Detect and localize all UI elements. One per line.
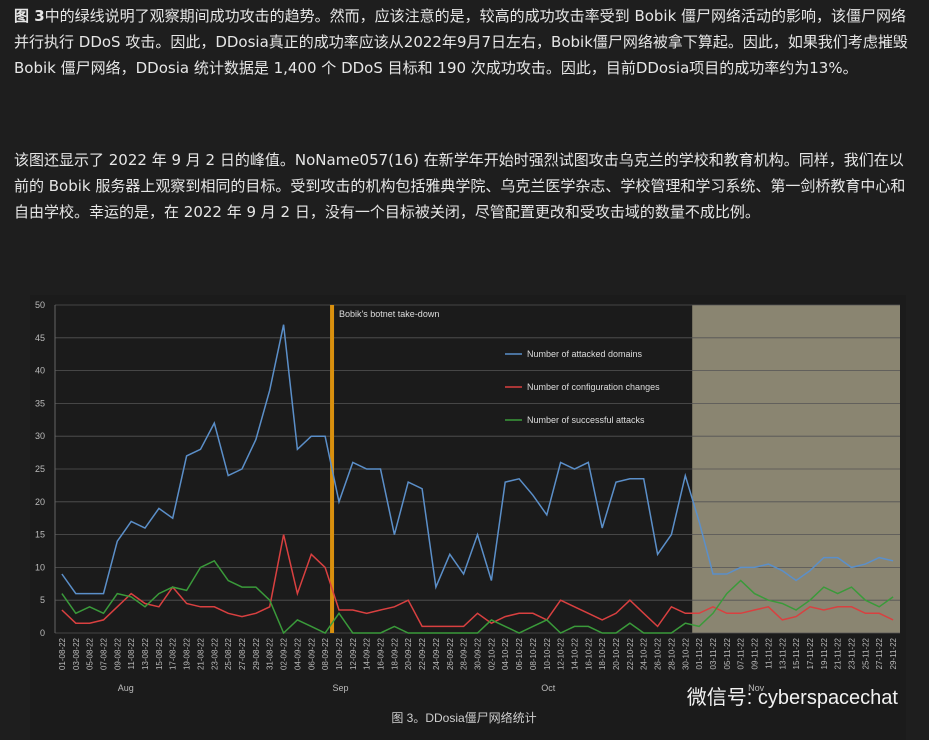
x-tick-label: 11-11-22 <box>764 637 773 668</box>
x-tick-label: 21-08-22 <box>196 637 205 670</box>
y-tick-label: 35 <box>35 398 45 408</box>
x-tick-label: 22-10-22 <box>626 637 635 670</box>
series-line <box>61 559 894 635</box>
x-tick-label: 27-08-22 <box>238 637 247 670</box>
y-tick-label: 40 <box>35 366 45 376</box>
x-tick-label: 13-08-22 <box>141 637 150 670</box>
x-tick-label: 10-10-22 <box>543 637 552 670</box>
x-tick-label: 29-11-22 <box>889 637 898 669</box>
x-tick-label: 28-10-22 <box>667 637 676 670</box>
x-tick-label: 15-08-22 <box>155 637 164 670</box>
x-tick-label: 09-08-22 <box>113 637 122 670</box>
x-tick-label: 26-10-22 <box>654 637 663 670</box>
x-tick-label: 21-11-22 <box>834 637 843 669</box>
legend-label: Number of attacked domains <box>527 349 643 359</box>
x-tick-label: 23-08-22 <box>210 637 219 670</box>
x-tick-label: 20-10-22 <box>612 637 621 670</box>
x-tick-label: 19-11-22 <box>820 637 829 669</box>
month-label: Sep <box>333 683 349 693</box>
x-tick-label: 04-10-22 <box>501 637 510 670</box>
x-tick-label: 26-09-22 <box>446 637 455 670</box>
y-tick-label: 5 <box>40 595 45 605</box>
x-tick-label: 28-09-22 <box>460 637 469 670</box>
x-tick-label: 08-09-22 <box>321 637 330 670</box>
y-tick-label: 15 <box>35 530 45 540</box>
x-tick-label: 22-09-22 <box>418 637 427 670</box>
x-tick-label: 06-10-22 <box>515 637 524 670</box>
x-tick-label: 24-10-22 <box>640 637 649 670</box>
y-tick-label: 25 <box>35 464 45 474</box>
x-tick-label: 07-08-22 <box>99 637 108 670</box>
x-tick-label: 12-09-22 <box>349 637 358 670</box>
x-tick-label: 12-10-22 <box>557 637 566 670</box>
series-line <box>61 534 894 628</box>
x-tick-label: 30-10-22 <box>681 637 690 670</box>
x-tick-label: 17-08-22 <box>169 637 178 670</box>
x-tick-label: 07-11-22 <box>737 637 746 669</box>
x-tick-label: 17-11-22 <box>806 637 815 669</box>
paragraph: 该图还显示了 2022 年 9 月 2 日的峰值。NoName057(16) 在… <box>14 147 910 225</box>
series-line <box>61 324 894 595</box>
watermark: 微信号: cyberspacechat <box>687 686 899 709</box>
month-label: Nov <box>748 683 765 693</box>
x-tick-label: 05-11-22 <box>723 637 732 669</box>
x-tick-label: 18-09-22 <box>390 637 399 670</box>
x-tick-label: 31-08-22 <box>266 637 275 670</box>
x-tick-label: 05-08-22 <box>86 637 95 670</box>
x-tick-label: 14-09-22 <box>363 637 372 670</box>
paragraph-text: 该图还显示了 2022 年 9 月 2 日的峰值。NoName057(16) 在… <box>14 151 906 221</box>
x-tick-label: 29-08-22 <box>252 637 261 670</box>
paragraph: 图 3中的绿线说明了观察期间成功攻击的趋势。然而，应该注意的是，较高的成功攻击率… <box>14 3 910 81</box>
x-tick-label: 16-09-22 <box>377 637 386 670</box>
x-tick-label: 01-08-22 <box>58 637 67 670</box>
x-tick-label: 30-09-22 <box>474 637 483 670</box>
x-tick-label: 14-10-22 <box>570 637 579 670</box>
x-tick-label: 19-08-22 <box>183 637 192 670</box>
x-tick-label: 11-08-22 <box>127 637 136 669</box>
paragraph-text: 中的绿线说明了观察期间成功攻击的趋势。然而，应该注意的是，较高的成功攻击率受到 … <box>14 7 908 77</box>
x-tick-label: 25-11-22 <box>861 637 870 669</box>
x-tick-label: 25-08-22 <box>224 637 233 670</box>
x-tick-label: 13-11-22 <box>778 637 787 669</box>
y-tick-label: 50 <box>35 300 45 310</box>
x-tick-label: 18-10-22 <box>598 637 607 670</box>
x-tick-label: 24-09-22 <box>432 637 441 670</box>
x-tick-label: 27-11-22 <box>875 637 884 669</box>
x-tick-label: 02-09-22 <box>280 637 289 670</box>
legend-label: Number of configuration changes <box>527 382 660 392</box>
x-tick-label: 20-09-22 <box>404 637 413 670</box>
month-label: Aug <box>118 683 134 693</box>
x-tick-label: 02-10-22 <box>487 637 496 670</box>
x-tick-label: 06-09-22 <box>307 637 316 670</box>
legend-label: Number of successful attacks <box>527 415 645 425</box>
takedown-label: Bobik's botnet take-down <box>339 309 439 319</box>
x-tick-label: 04-09-22 <box>293 637 302 670</box>
caption: 图 3。DDosia僵尸网络统计 <box>391 710 536 725</box>
x-tick-label: 10-09-22 <box>335 637 344 670</box>
month-label: Oct <box>541 683 556 693</box>
figure-ref: 图 3 <box>14 7 45 25</box>
x-tick-label: 03-08-22 <box>72 637 81 670</box>
y-tick-label: 20 <box>35 497 45 507</box>
y-tick-label: 10 <box>35 562 45 572</box>
y-tick-label: 45 <box>35 333 45 343</box>
x-tick-label: 01-11-22 <box>695 637 704 669</box>
x-tick-label: 23-11-22 <box>848 637 857 669</box>
x-tick-label: 15-11-22 <box>792 637 801 669</box>
x-tick-label: 03-11-22 <box>709 637 718 669</box>
y-tick-label: 30 <box>35 431 45 441</box>
x-tick-label: 08-10-22 <box>529 637 538 670</box>
x-tick-label: 16-10-22 <box>584 637 593 670</box>
x-tick-label: 09-11-22 <box>751 637 760 669</box>
y-tick-label: 0 <box>40 628 45 638</box>
